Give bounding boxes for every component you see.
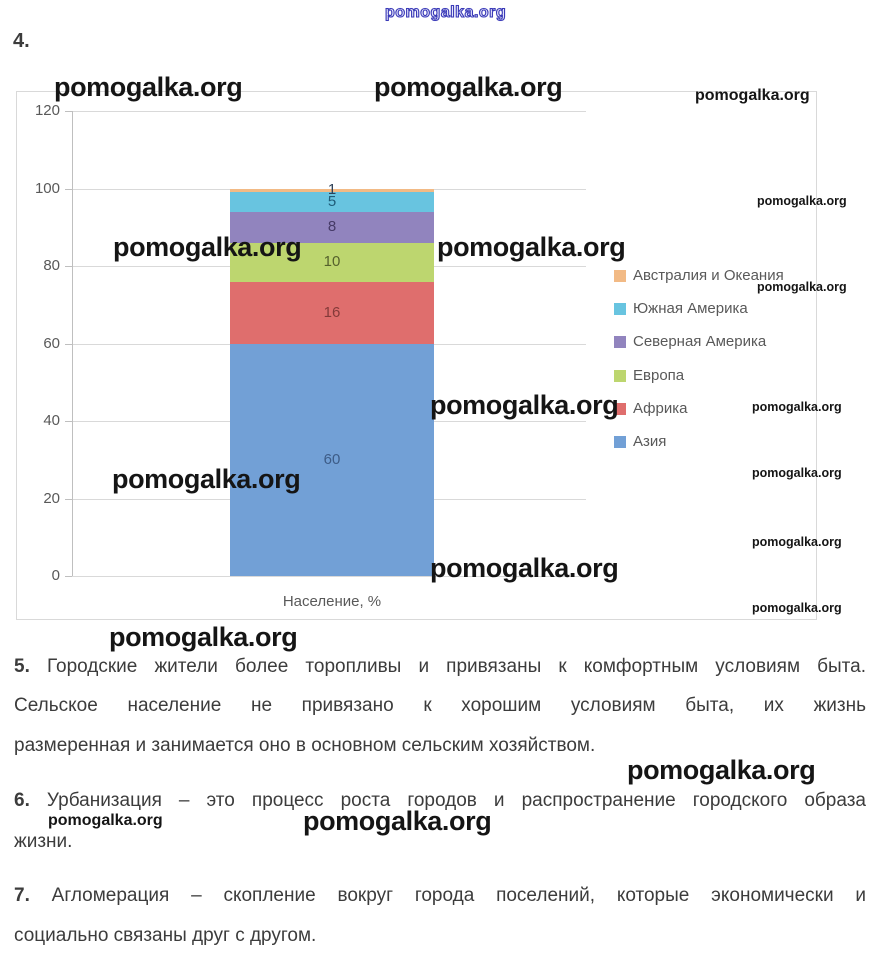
y-tick-label: 100 bbox=[34, 179, 60, 197]
watermark: pomogalka.org bbox=[48, 812, 163, 829]
legend-item-label: Австралия и Океания bbox=[633, 267, 784, 284]
answer-6-line-1: 6. Урбанизация – это процесс роста город… bbox=[14, 791, 866, 810]
legend-item-label: Южная Америка bbox=[633, 300, 748, 318]
stacked-bar-chart: Население, % 120 100 80 60 40 20 0 60 16 10 8 5 1 Авс… bbox=[16, 91, 817, 620]
watermark: pomogalka.org bbox=[752, 466, 842, 480]
watermark: pomogalka.org bbox=[112, 464, 301, 494]
y-tick-label: 40 bbox=[43, 412, 60, 429]
answer-6-number: 6. bbox=[14, 790, 30, 811]
bar-segment-value: 5 bbox=[327, 193, 337, 211]
y-tick-label: 120 bbox=[34, 102, 60, 119]
question-number: 4. bbox=[13, 30, 30, 52]
bar-segment-5 bbox=[230, 192, 434, 212]
bar-segment-value: 60 bbox=[323, 450, 341, 468]
gridline bbox=[72, 576, 586, 577]
watermark: pomogalka.org bbox=[627, 755, 816, 785]
legend-swatch bbox=[614, 436, 626, 448]
y-tick-mark bbox=[65, 111, 72, 112]
legend-item-label: Азия bbox=[633, 433, 667, 450]
y-tick-mark bbox=[65, 498, 72, 500]
y-tick-label: 20 bbox=[43, 489, 60, 507]
bar-segment-4 bbox=[230, 211, 434, 243]
watermark: pomogalka.org bbox=[374, 72, 563, 102]
bar-segment-1 bbox=[230, 343, 434, 576]
legend-item-label: Европа bbox=[633, 366, 685, 384]
y-tick-mark bbox=[65, 421, 72, 422]
y-tick-mark bbox=[65, 188, 72, 190]
watermark: pomogalka.org bbox=[757, 194, 847, 208]
watermark-outline: pomogalka.org bbox=[384, 4, 507, 21]
answer-5-number: 5. bbox=[14, 656, 30, 677]
bar-segment-value: 1 bbox=[327, 181, 337, 199]
answer-7-line-2: социально связаны друг с другом. bbox=[14, 925, 317, 946]
bar-segment-2 bbox=[230, 281, 434, 344]
answer-5-line-1: 5. Городские жители более торопливы и пр… bbox=[14, 657, 866, 676]
legend-swatch bbox=[614, 303, 626, 316]
legend-swatch bbox=[614, 336, 626, 349]
legend-swatch bbox=[614, 369, 626, 382]
y-tick-mark bbox=[65, 576, 72, 577]
answer-5-text: Городские жители более торопливы и привя… bbox=[46, 656, 867, 677]
watermark: pomogalka.org bbox=[109, 622, 298, 652]
legend-item-label: Северная Америка bbox=[633, 333, 767, 351]
watermark: pomogalka.org bbox=[54, 72, 243, 102]
answer-6-line-2: жизни. bbox=[14, 831, 73, 852]
y-tick-mark bbox=[65, 266, 72, 267]
legend-swatch bbox=[614, 402, 626, 415]
watermark: pomogalka.org bbox=[757, 280, 847, 294]
watermark: pomogalka.org bbox=[113, 232, 302, 262]
y-axis bbox=[72, 111, 73, 576]
watermark: pomogalka.org bbox=[752, 400, 842, 414]
answer-7-number: 7. bbox=[14, 885, 30, 906]
watermark: pomogalka.org bbox=[437, 232, 626, 262]
x-axis-label: Население, % bbox=[282, 593, 382, 610]
bar-segment-value: 10 bbox=[323, 253, 341, 271]
y-tick-label: 60 bbox=[43, 334, 60, 352]
watermark: pomogalka.org bbox=[752, 535, 842, 549]
watermark: pomogalka.org bbox=[752, 601, 842, 615]
answer-6-text: Урбанизация – это процесс роста городов … bbox=[46, 790, 866, 811]
watermark: pomogalka.org bbox=[303, 806, 492, 836]
answer-5-line-3: размеренная и занимается оно в основном … bbox=[14, 735, 596, 756]
bar-segment-value: 16 bbox=[323, 303, 341, 321]
answer-7-line-1: 7. Агломерация – скопление вокруг города… bbox=[14, 886, 866, 905]
y-tick-label: 80 bbox=[43, 257, 60, 274]
watermark: pomogalka.org bbox=[430, 553, 619, 583]
bar-segment-value: 8 bbox=[327, 218, 337, 236]
y-tick-mark bbox=[65, 343, 72, 345]
watermark: pomogalka.org bbox=[430, 390, 619, 420]
answer-5-line-2: Сельское население не привязано к хороши… bbox=[14, 695, 866, 716]
answer-7-text: Агломерация – скопление вокруг города по… bbox=[51, 885, 866, 906]
bar-segment-3 bbox=[230, 242, 434, 282]
bar-segment-6 bbox=[230, 188, 434, 193]
y-tick-label: 0 bbox=[51, 567, 60, 584]
legend-item-label: Африка bbox=[633, 399, 688, 417]
watermark: pomogalka.org bbox=[695, 87, 810, 104]
gridline bbox=[72, 111, 586, 112]
legend-swatch bbox=[614, 270, 626, 282]
